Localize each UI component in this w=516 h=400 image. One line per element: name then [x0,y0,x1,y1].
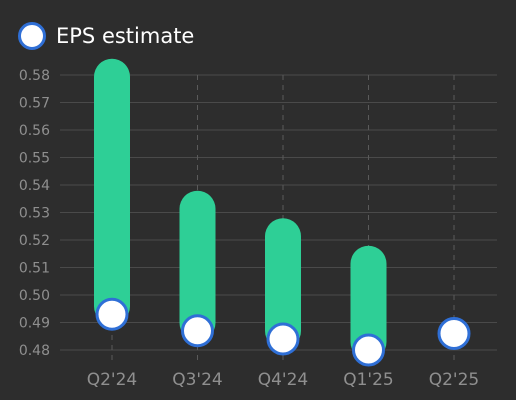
legend: EPS estimate [18,18,194,54]
range-bar [94,58,130,325]
eps-marker [95,297,129,331]
eps-marker [352,333,385,367]
x-tick-label: Q2'25 [429,370,480,390]
x-tick-label: Q3'24 [172,370,223,390]
y-tick-label: 0.52 [19,233,50,249]
eps-marker [181,314,214,348]
y-tick-label: 0.58 [19,68,50,84]
x-tick-label: Q1'25 [343,370,394,390]
y-tick-label: 0.57 [19,96,50,112]
eps-marker [266,322,300,356]
legend-label: EPS estimate [56,24,195,48]
y-tick-label: 0.49 [19,316,50,332]
x-tick-label: Q4'24 [258,370,309,390]
y-tick-label: 0.48 [19,343,50,359]
y-tick-label: 0.56 [19,123,50,139]
range-bar [350,245,387,360]
legend-marker-icon [18,22,46,50]
y-tick-label: 0.50 [19,288,50,304]
y-tick-label: 0.51 [19,261,50,277]
range-bar [265,218,301,349]
y-tick-label: 0.55 [19,151,50,167]
range-bar [179,190,216,341]
x-tick-label: Q2'24 [87,370,138,390]
y-tick-label: 0.53 [19,206,50,222]
eps-marker [437,317,471,350]
y-tick-label: 0.54 [19,178,50,194]
